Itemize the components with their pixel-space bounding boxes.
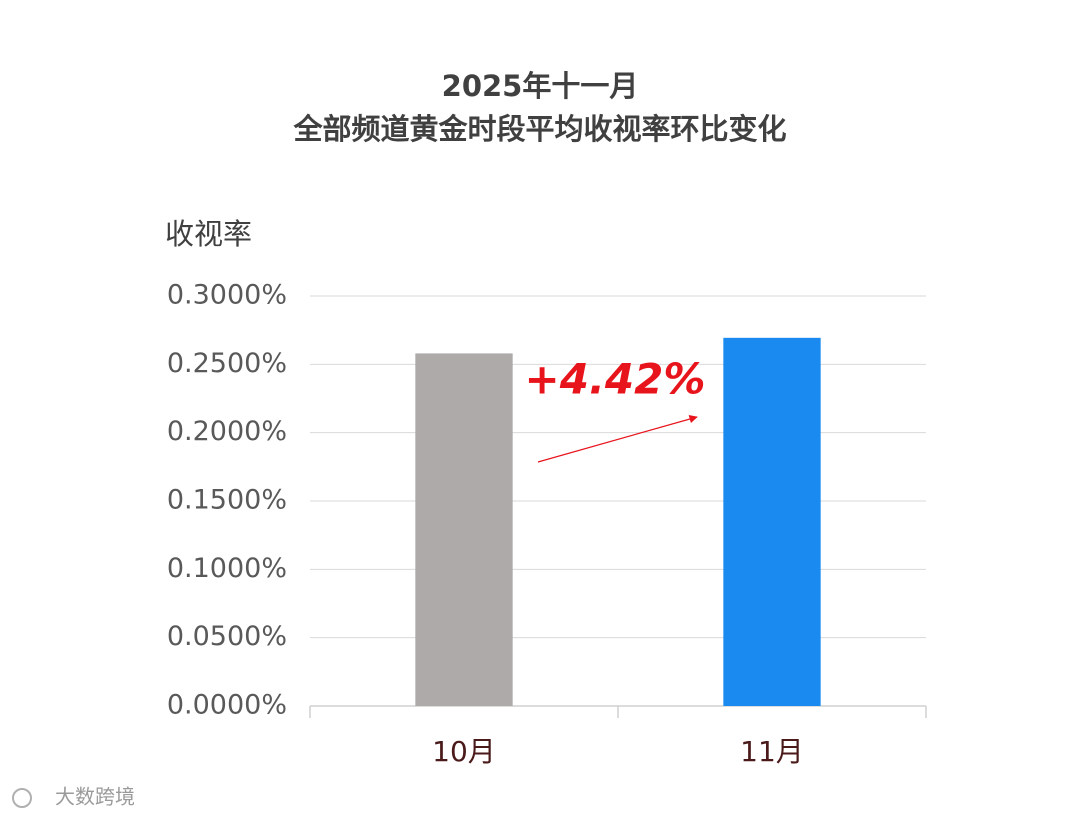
y-tick-label: 0.3000% [167, 280, 287, 311]
bar [415, 353, 513, 706]
y-tick-label: 0.1000% [167, 553, 287, 584]
y-axis-label: 收视率 [165, 217, 252, 251]
chart-subtitle: 全部频道黄金时段平均收视率环比变化 [292, 112, 786, 146]
y-tick-label: 0.2500% [167, 348, 287, 379]
x-tick-label: 11月 [740, 735, 804, 768]
chart-title: 2025年十一月 [442, 69, 639, 103]
bar [723, 337, 821, 706]
y-tick-label: 0.0500% [167, 621, 287, 652]
annotation: +4.42% [525, 355, 706, 404]
plot-area: 0.0000% 0.0500% 0.1000% 0.1500% 0.2000% 0.250… [167, 280, 927, 768]
change-arrow [537, 415, 698, 463]
y-tick-label: 0.1500% [167, 485, 287, 516]
x-tick-label: 10月 [432, 735, 496, 768]
watermark-icon [12, 788, 32, 808]
watermark: 大数跨境 [55, 785, 135, 809]
y-tick-label: 0.0000% [167, 690, 287, 721]
y-tick-label: 0.2000% [167, 416, 287, 447]
